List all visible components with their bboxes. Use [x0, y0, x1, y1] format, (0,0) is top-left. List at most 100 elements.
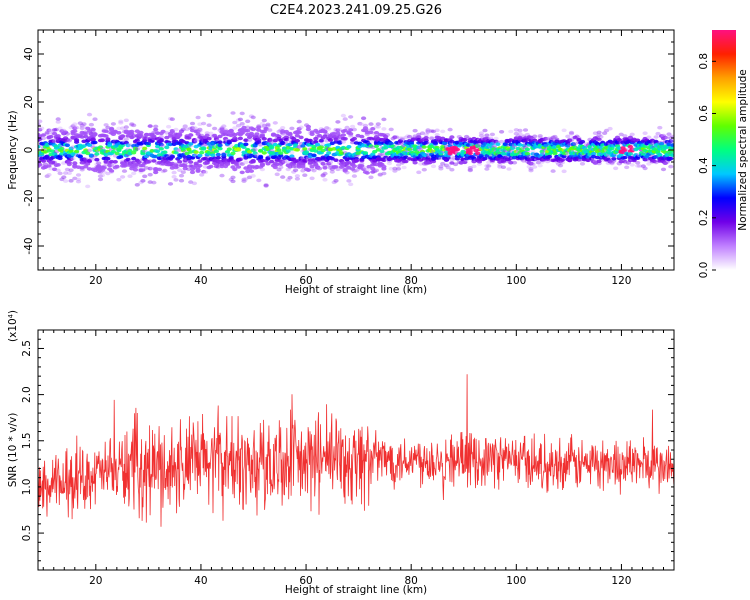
heatmap-cell	[250, 115, 256, 120]
heatmap-cell	[105, 156, 111, 161]
heatmap-cell	[213, 137, 219, 142]
heatmap-cell	[245, 169, 251, 174]
heatmap-cell	[191, 153, 197, 158]
heatmap-cell	[287, 142, 293, 147]
heatmap-cell	[147, 166, 153, 171]
heatmap-cell	[311, 144, 317, 149]
heatmap-cell	[396, 167, 402, 171]
heatmap-cell	[624, 165, 630, 170]
heatmap-cell	[132, 165, 139, 169]
heatmap-cell	[519, 147, 525, 151]
heatmap-cell	[545, 137, 551, 141]
heatmap-cell	[438, 151, 444, 155]
heatmap-cell	[184, 127, 190, 131]
heatmap-cell	[668, 136, 674, 140]
heatmap-cell	[579, 162, 586, 166]
heatmap-cell	[243, 138, 249, 142]
heatmap-cell	[38, 144, 41, 149]
heatmap-cell	[412, 160, 418, 165]
heatmap-cell	[75, 179, 82, 184]
heatmap-cell	[320, 174, 326, 178]
heatmap-cell	[215, 152, 221, 157]
heatmap-cell	[123, 118, 129, 123]
heatmap-cell	[77, 121, 83, 125]
heatmap-cell	[486, 160, 492, 165]
heatmap-cell	[105, 171, 111, 176]
heatmap-cell	[199, 150, 205, 155]
heatmap-cell	[532, 165, 538, 169]
heatmap-cell	[559, 158, 565, 162]
heatmap-cell	[379, 153, 385, 157]
heatmap-cell	[568, 138, 575, 142]
heatmap-cell	[421, 167, 427, 172]
heatmap-cell	[269, 141, 275, 145]
heatmap-cell	[616, 138, 622, 142]
heatmap-cell	[454, 147, 460, 152]
heatmap-cell	[429, 136, 435, 140]
heatmap-cell	[484, 164, 490, 168]
heatmap-cell	[243, 160, 249, 164]
heatmap-cell	[370, 170, 376, 174]
heatmap-cell	[232, 167, 238, 172]
heatmap-cell	[335, 128, 341, 133]
heatmap-cell	[670, 138, 674, 143]
heatmap-cell	[188, 160, 194, 164]
heatmap-cell	[530, 149, 536, 154]
heatmap-cell	[123, 153, 129, 158]
heatmap-cell	[607, 126, 613, 131]
heatmap-cell	[280, 175, 286, 179]
heatmap-cell	[199, 141, 205, 146]
heatmap-cell	[136, 160, 142, 164]
heatmap-cell	[239, 122, 245, 126]
heatmap-cell	[357, 121, 363, 126]
heatmap-cell	[353, 154, 359, 158]
heatmap-cell	[462, 137, 468, 142]
heatmap-cell	[568, 130, 575, 135]
heatmap-cell	[418, 162, 424, 166]
x-tick-label: 60	[299, 275, 312, 287]
heatmap-cell	[423, 132, 429, 137]
heatmap-cell	[208, 131, 214, 136]
heatmap-cell	[440, 145, 446, 149]
heatmap-cell	[651, 159, 657, 163]
heatmap-cell	[660, 167, 667, 172]
heatmap-cell	[178, 129, 185, 134]
heatmap-cell	[359, 164, 365, 168]
heatmap-cell	[191, 138, 197, 142]
heatmap-cell	[377, 173, 383, 177]
heatmap-cell	[248, 114, 254, 118]
heatmap-cell	[50, 139, 56, 143]
heatmap-cell	[276, 167, 282, 172]
heatmap-cell	[118, 121, 124, 125]
heatmap-cell	[333, 179, 339, 183]
heatmap-cell	[250, 127, 256, 132]
heatmap-cell	[155, 144, 161, 149]
x-tick-label: 100	[506, 275, 526, 287]
heatmap-cell	[230, 179, 236, 184]
heatmap-cell	[171, 175, 177, 179]
y-tick-label: 40	[23, 47, 35, 60]
heatmap-cell	[81, 124, 87, 129]
heatmap-cell	[543, 143, 549, 148]
heatmap-cell	[322, 166, 328, 170]
heatmap-cell	[482, 128, 488, 133]
heatmap-cell	[613, 166, 619, 171]
heatmap-cell	[197, 159, 203, 163]
heatmap-cell	[563, 151, 569, 155]
heatmap-cell	[296, 130, 302, 135]
heatmap-cell	[364, 130, 370, 135]
heatmap-cell	[81, 144, 87, 148]
heatmap-cell	[434, 133, 440, 137]
heatmap-cell	[92, 132, 98, 136]
heatmap-cell	[344, 170, 350, 175]
heatmap-cell	[132, 168, 139, 172]
spectrogram-y-label: Frequency (Hz)	[7, 110, 19, 189]
heatmap-cell	[298, 135, 304, 140]
heatmap-cell	[70, 152, 76, 157]
heatmap-cell	[75, 173, 82, 177]
heatmap-cell	[351, 169, 357, 173]
colorbar-tick-label: 0.0	[698, 262, 710, 279]
heatmap-cell	[611, 157, 617, 161]
heatmap-cell	[353, 168, 359, 173]
